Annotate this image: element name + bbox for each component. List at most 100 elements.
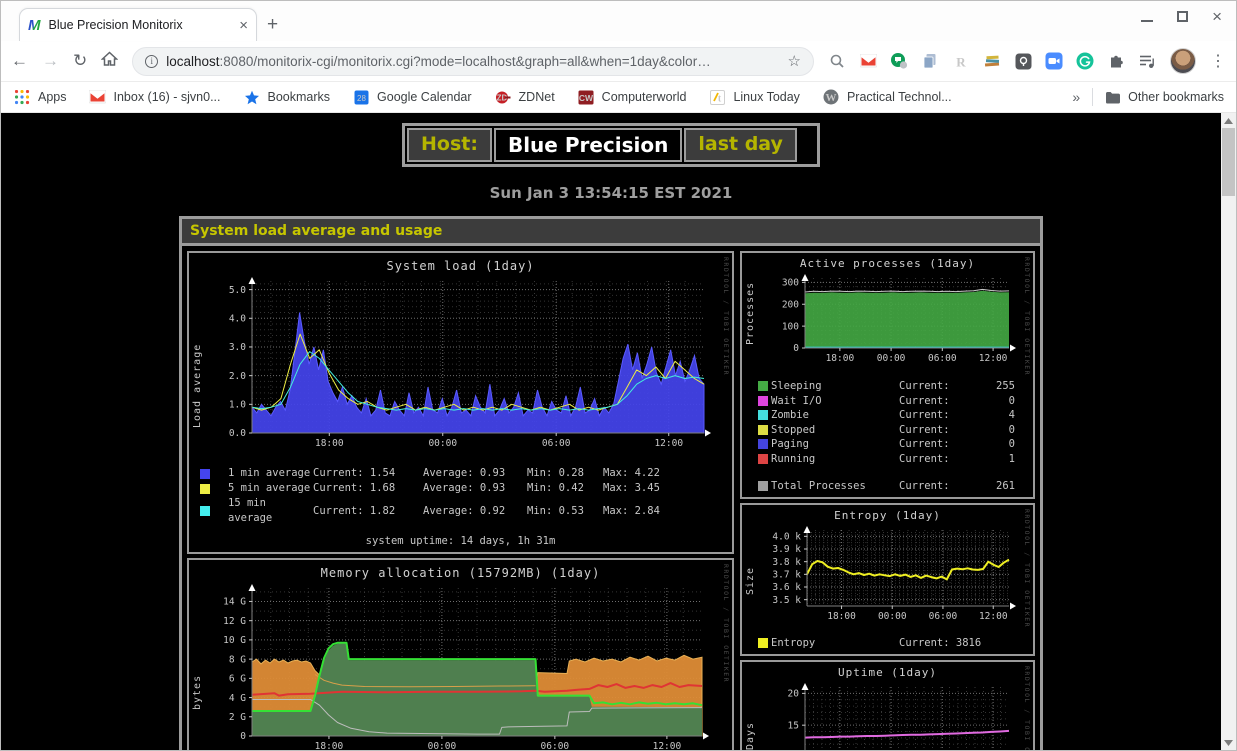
maximize-button[interactable] — [1177, 11, 1189, 22]
other-bookmarks-label: Other bookmarks — [1128, 90, 1224, 104]
svg-text:R: R — [956, 54, 966, 69]
legend-name: 1 min average — [228, 467, 311, 479]
svg-text:15: 15 — [788, 720, 799, 731]
svg-text:20: 20 — [788, 688, 800, 699]
host-header: Host: Blue Precision last day — [402, 123, 820, 167]
gmail-icon[interactable] — [859, 52, 877, 70]
svg-text:300: 300 — [782, 278, 799, 289]
reload-button[interactable]: ↻ — [73, 51, 88, 70]
bookmarks-overflow-button[interactable]: » — [1072, 89, 1081, 105]
hangouts-icon[interactable]: ? — [890, 52, 908, 70]
legend-average: Average: 0.93 — [423, 467, 506, 479]
svg-text:12 G: 12 G — [223, 616, 246, 627]
bookmark-item-bookmarks[interactable]: Bookmarks — [243, 88, 331, 106]
series-buffers — [252, 699, 703, 735]
bookmark-item-google-calendar[interactable]: 28 Google Calendar — [352, 88, 472, 106]
legend-max: Max: 3.45 — [603, 482, 660, 494]
legend-swatch — [758, 395, 768, 406]
bookmark-label: Practical Technol... — [846, 90, 952, 104]
uptime-panel: Uptime (1day) Days RRDTOOL / TOBI OETIKE… — [740, 659, 1035, 751]
page-wrap: Host: Blue Precision last day Sun Jan 3 … — [1, 113, 1236, 750]
page-datetime: Sun Jan 3 13:54:15 EST 2021 — [489, 184, 733, 202]
home-button[interactable] — [100, 50, 119, 72]
legend-swatch — [758, 424, 768, 435]
bookmark-item-practical-technol[interactable]: W Practical Technol... — [822, 88, 952, 106]
r-badge-icon[interactable]: R — [952, 52, 970, 70]
bookmark-item-computerworld[interactable]: CW Computerworld — [577, 88, 686, 106]
bookmark-item-linux-today[interactable]: t Linux Today — [708, 88, 800, 106]
linuxtoday-icon: t — [708, 88, 726, 106]
legend-average: Average: 0.93 — [423, 482, 506, 494]
uptime-title: Uptime (1day) — [837, 665, 938, 679]
legend-current-label: Current: — [899, 452, 950, 465]
legend-value: 261 — [996, 480, 1015, 492]
tab-title: Blue Precision Monitorix — [48, 18, 183, 32]
scroll-down-arrow[interactable] — [1221, 735, 1236, 750]
minimize-button[interactable] — [1141, 19, 1154, 22]
forward-button[interactable]: → — [42, 51, 59, 70]
series-cached — [252, 641, 703, 712]
system-section: System load average and usage System loa… — [179, 216, 1043, 750]
playlist-icon[interactable] — [1138, 52, 1156, 70]
books-icon[interactable] — [983, 52, 1001, 70]
browser-menu-button[interactable]: ⋮ — [1210, 53, 1226, 70]
pocket-icon[interactable] — [1014, 52, 1032, 70]
svg-text:18:00: 18:00 — [315, 438, 344, 449]
system-load-title: System load (1day) — [386, 259, 535, 273]
processes-graph[interactable]: 300 200 100 0 18:00 00:00 06:00 12:00 — [743, 270, 1032, 374]
browser-tab[interactable]: M Blue Precision Monitorix × — [19, 8, 257, 41]
svg-text:00:00: 00:00 — [428, 741, 457, 750]
url-text[interactable]: localhost:8080/monitorix-cgi/monitorix.c… — [166, 54, 779, 69]
other-bookmarks-button[interactable]: Other bookmarks — [1105, 90, 1224, 104]
legend-max: Max: 4.22 — [603, 467, 660, 479]
svg-text:1.0: 1.0 — [229, 400, 246, 411]
grammarly-icon[interactable] — [1076, 52, 1094, 70]
legend-swatch — [758, 381, 768, 392]
legend-swatch — [200, 483, 210, 494]
vertical-scrollbar[interactable] — [1221, 113, 1236, 750]
system-load-graph[interactable]: 5.0 4.0 3.0 2.0 1.0 0.0 18:00 00:00 06:00 12:00 — [190, 273, 730, 461]
cw-icon: CW — [577, 88, 595, 106]
legend-swatch — [758, 439, 768, 450]
bookmark-star-icon[interactable]: ☆ — [787, 53, 801, 70]
back-button[interactable]: ← — [11, 51, 28, 70]
legend-current-label: Current: — [899, 394, 950, 407]
new-tab-button[interactable]: + — [267, 14, 279, 35]
legend-swatch — [758, 453, 768, 464]
rrdtool-watermark: RRDTOOL / TOBI OETIKER — [722, 257, 730, 377]
bookmark-label: Bookmarks — [267, 90, 331, 104]
system-load-ylabel: Load average — [192, 343, 203, 428]
section-title: System load average and usage — [182, 219, 1040, 246]
copy-pages-icon[interactable] — [921, 52, 939, 70]
profile-avatar[interactable] — [1170, 48, 1196, 74]
entropy-graph[interactable]: 4.0 k 3.9 k3.8 k 3.7 k 3.6 k3.5 k 18:00 00:00… — [743, 522, 1032, 628]
scrollbar-thumb[interactable] — [1222, 128, 1235, 196]
bookmark-item-inbox-16-sjvn0[interactable]: Inbox (16) - sjvn0... — [89, 88, 221, 106]
right-column: Active processes (1day) Processes RRDTOO… — [740, 251, 1035, 750]
bookmark-item-zdnet[interactable]: ZD ZDNet — [494, 88, 555, 106]
legend-name: Wait I/O — [771, 394, 822, 407]
legend-swatch — [200, 506, 210, 516]
legend-swatch — [758, 410, 768, 421]
puzzle-icon[interactable] — [1107, 52, 1125, 70]
legend-name: Zombie — [771, 409, 809, 421]
processes-title: Active processes (1day) — [799, 257, 976, 270]
bookmark-item-apps[interactable]: Apps — [13, 88, 67, 106]
svg-text:3.5 k: 3.5 k — [772, 594, 801, 605]
zoom-camera-icon[interactable] — [1045, 52, 1063, 70]
search-icon[interactable] — [828, 52, 846, 70]
address-bar[interactable]: i localhost:8080/monitorix-cgi/monitorix… — [132, 46, 814, 76]
zdnet-icon: ZD — [494, 88, 512, 106]
legend-name: 15 min average — [228, 497, 273, 524]
close-window-button[interactable]: × — [1212, 7, 1222, 26]
tab-close-icon[interactable]: × — [239, 16, 248, 34]
process-legend-row: Stopped Current: 0 — [743, 423, 1032, 438]
memory-graph[interactable]: 14 G 12 G 10 G 8 G 6 G 4 G 2 G 0 18:00 00:00 06:00… — [190, 580, 730, 750]
svg-text:00:00: 00:00 — [877, 353, 906, 364]
legend-value: 0 — [1008, 394, 1015, 407]
page-info-icon[interactable]: i — [145, 54, 159, 68]
scroll-up-arrow[interactable] — [1221, 113, 1236, 128]
rrdtool-watermark: RRDTOOL / TOBI OETIKER — [1023, 508, 1031, 628]
monitorix-favicon-icon: M — [28, 16, 41, 34]
